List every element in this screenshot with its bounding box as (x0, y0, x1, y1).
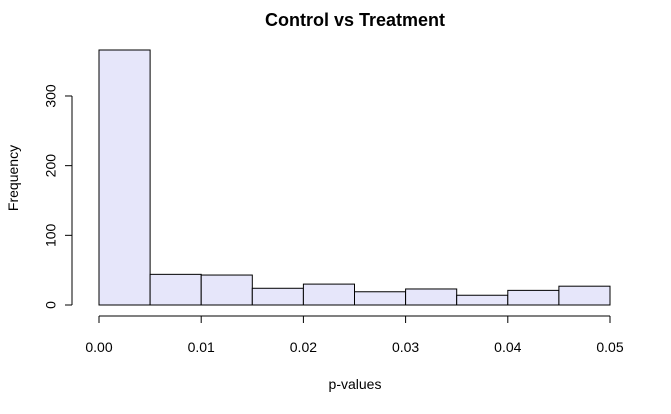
x-axis-label: p-values (329, 376, 382, 392)
x-tick-label: 0.04 (494, 339, 521, 355)
x-axis: 0.00 0.01 0.02 0.03 0.04 0.05 (85, 315, 624, 355)
chart-title: Control vs Treatment (265, 10, 445, 30)
x-tick-label: 0.03 (392, 339, 419, 355)
histogram-bar (507, 289, 560, 306)
histogram-bar (456, 294, 509, 306)
y-tick-label: 300 (43, 84, 59, 108)
x-tick-label: 0.02 (290, 339, 317, 355)
y-tick-label: 0 (43, 301, 59, 309)
y-axis: 0 100 200 300 (43, 84, 73, 309)
x-tick-label: 0.00 (85, 339, 112, 355)
x-tick-label: 0.05 (596, 339, 623, 355)
histogram-bar (405, 288, 458, 306)
x-tick-label: 0.01 (188, 339, 215, 355)
histogram-bar (149, 273, 202, 306)
histogram-bar (354, 291, 407, 306)
histogram-bar (302, 283, 355, 306)
histogram-bar (200, 274, 253, 306)
y-tick-label: 200 (43, 154, 59, 178)
bars-group (98, 49, 611, 306)
histogram-bar (98, 49, 151, 306)
histogram-bar (558, 285, 611, 306)
y-tick-label: 100 (43, 223, 59, 247)
histogram-bar (251, 287, 304, 306)
y-axis-label: Frequency (5, 145, 21, 211)
